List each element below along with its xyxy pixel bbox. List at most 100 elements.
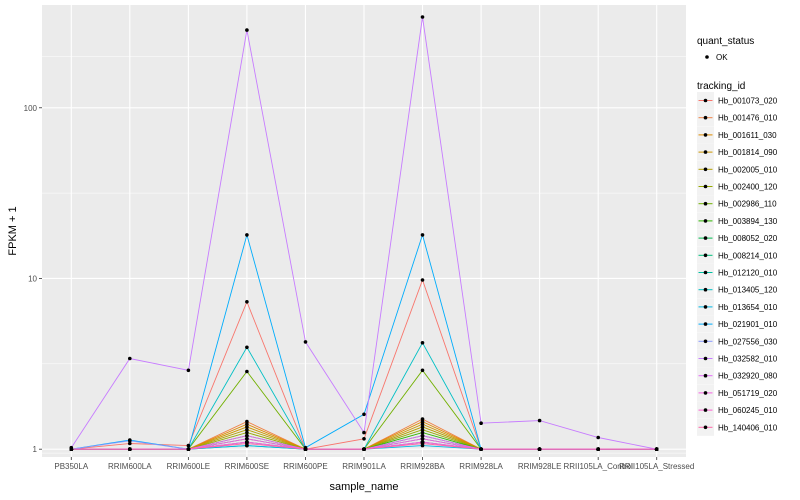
data-point xyxy=(420,417,425,421)
data-point xyxy=(245,441,249,446)
x-tick-label: RRIM600PE xyxy=(283,462,327,471)
data-point xyxy=(128,356,132,361)
data-point xyxy=(245,28,249,32)
legend-key-point xyxy=(703,167,708,172)
legend-label-Hb_002400_120: Hb_002400_120 xyxy=(718,183,778,192)
legend-label-Hb_060245_010: Hb_060245_010 xyxy=(718,406,778,415)
legend-key-point xyxy=(703,253,708,258)
legend-key-point xyxy=(703,425,708,430)
legend-label-Hb_003894_130: Hb_003894_130 xyxy=(718,217,778,226)
data-point xyxy=(420,233,425,237)
legend-label-Hb_001814_090: Hb_001814_090 xyxy=(718,148,778,157)
x-tick-label: RRII105LA_Stressed xyxy=(619,462,694,471)
legend-label-Hb_008214_010: Hb_008214_010 xyxy=(718,251,778,260)
legend-label-Hb_013654_010: Hb_013654_010 xyxy=(718,303,778,312)
data-point xyxy=(362,447,366,452)
data-point xyxy=(420,15,425,19)
legend-label-Hb_140406_010: Hb_140406_010 xyxy=(718,423,778,432)
data-point xyxy=(303,340,308,344)
legend-key-point xyxy=(703,339,708,344)
legend-label-Hb_027556_030: Hb_027556_030 xyxy=(718,337,778,346)
y-tick-label: 100 xyxy=(24,104,38,113)
legend-quant-status-title: quant_status xyxy=(697,36,754,47)
data-points xyxy=(69,15,659,452)
data-point xyxy=(362,437,366,441)
legend-tracking-title: tracking_id xyxy=(697,81,745,92)
x-tick-label: RRII105LA_Control xyxy=(563,462,633,471)
x-tick-label: RRIM600LA xyxy=(108,462,152,471)
legend-key-point xyxy=(703,287,708,292)
data-point xyxy=(420,441,425,446)
data-point xyxy=(186,443,191,448)
legend-key-point xyxy=(703,236,708,240)
legend-label-Hb_051719_020: Hb_051719_020 xyxy=(718,389,778,398)
data-point xyxy=(303,447,308,452)
data-point xyxy=(420,422,425,427)
legend-label-Hb_001073_020: Hb_001073_020 xyxy=(718,97,778,106)
legend-key-point xyxy=(703,305,708,309)
data-point xyxy=(128,439,132,443)
legend-label-Hb_001611_030: Hb_001611_030 xyxy=(718,131,777,140)
grid-major xyxy=(42,5,686,457)
data-point xyxy=(420,427,425,432)
data-point xyxy=(245,425,249,429)
data-point xyxy=(420,341,425,345)
legend-label-Hb_013405_120: Hb_013405_120 xyxy=(718,286,778,295)
legend-key-point xyxy=(703,184,708,189)
x-axis-ticks: PB350LA RRIM600LA RRIM600LE RRIM600SE RRIM60… xyxy=(54,457,694,471)
legend-key-point xyxy=(703,270,708,275)
legend-key-point xyxy=(703,356,708,361)
data-point xyxy=(596,447,600,452)
data-point xyxy=(362,412,366,417)
data-point xyxy=(420,368,425,373)
data-point xyxy=(69,447,74,452)
data-point xyxy=(186,447,191,452)
data-point xyxy=(245,233,249,237)
data-point xyxy=(245,427,249,432)
legend-key-point xyxy=(703,133,708,137)
data-point xyxy=(186,368,191,373)
data-point xyxy=(362,430,366,435)
legend-key-point xyxy=(703,115,708,120)
data-point xyxy=(537,447,542,452)
data-point xyxy=(479,421,483,426)
data-point xyxy=(128,447,132,452)
data-point xyxy=(245,437,249,441)
data-point xyxy=(245,369,249,374)
data-point xyxy=(654,447,659,452)
x-tick-label: RRIM600SE xyxy=(225,462,269,471)
legend-label-Hb_032920_080: Hb_032920_080 xyxy=(718,372,778,381)
legend-label-Hb_002005_010: Hb_002005_010 xyxy=(718,165,778,174)
x-tick-label: RRIM901LA xyxy=(342,462,386,471)
legend-key-point xyxy=(703,219,708,223)
data-point xyxy=(245,433,249,438)
legend-label-Hb_021901_010: Hb_021901_010 xyxy=(718,320,778,329)
data-point xyxy=(537,418,542,423)
legend-label-Hb_001476_010: Hb_001476_010 xyxy=(718,114,778,123)
legend-key-point xyxy=(703,201,708,206)
data-point xyxy=(420,419,425,424)
data-point xyxy=(245,345,249,350)
x-tick-label: RRIM928BA xyxy=(400,462,445,471)
data-point xyxy=(245,430,249,435)
legend-key-point xyxy=(703,408,708,412)
legend-quant-status-ok: OK xyxy=(716,53,728,62)
legend-key-point xyxy=(703,98,708,103)
x-tick-label: PB350LA xyxy=(54,462,88,471)
y-axis-title: FPKM + 1 xyxy=(7,206,19,255)
legend-point-icon xyxy=(705,55,709,59)
data-point xyxy=(245,300,249,304)
legend-key-point xyxy=(703,322,708,326)
x-axis-title: sample_name xyxy=(329,481,398,493)
legend-label-Hb_032582_010: Hb_032582_010 xyxy=(718,355,778,364)
data-point xyxy=(245,422,249,427)
y-tick-label: 10 xyxy=(28,274,37,283)
y-axis-ticks: 1 10 100 xyxy=(24,104,42,454)
data-point xyxy=(420,425,425,429)
legend-label-Hb_002986_110: Hb_002986_110 xyxy=(718,200,777,209)
y-tick-label: 1 xyxy=(33,445,38,454)
legend-label-Hb_008052_020: Hb_008052_020 xyxy=(718,234,778,243)
legend-quant-status: quant_status OK xyxy=(697,36,754,62)
data-point xyxy=(479,447,483,452)
